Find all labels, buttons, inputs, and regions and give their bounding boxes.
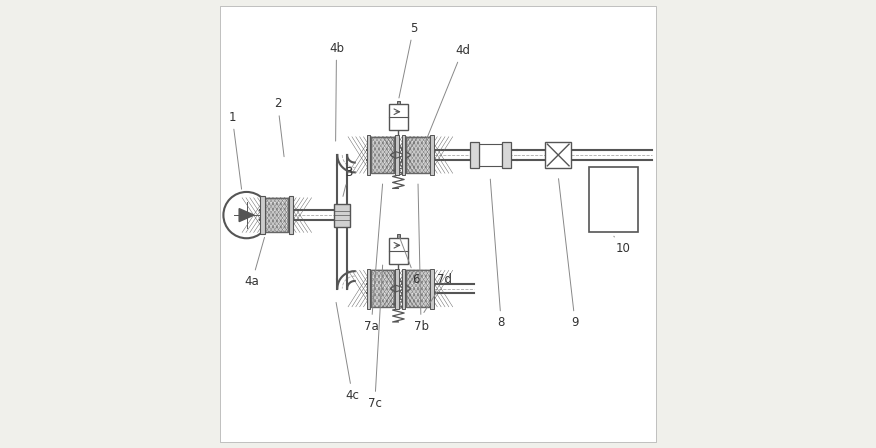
Bar: [470, 142, 478, 168]
Bar: [406, 270, 429, 307]
Text: 7a: 7a: [364, 184, 383, 333]
Bar: [545, 142, 571, 168]
Text: 1: 1: [229, 111, 242, 189]
Text: 6: 6: [399, 237, 420, 286]
Bar: [335, 203, 350, 227]
Text: 4c: 4c: [336, 302, 359, 402]
Bar: [397, 101, 399, 104]
Bar: [367, 135, 371, 175]
Text: 10: 10: [614, 236, 630, 255]
Text: 7b: 7b: [413, 184, 428, 333]
Text: 4a: 4a: [244, 237, 265, 289]
Text: 4d: 4d: [426, 44, 470, 141]
Bar: [389, 104, 407, 130]
Bar: [289, 196, 293, 234]
Text: 8: 8: [491, 179, 505, 329]
Bar: [265, 198, 288, 233]
Bar: [371, 137, 394, 173]
Bar: [590, 167, 639, 232]
Bar: [260, 196, 265, 234]
Text: 4b: 4b: [329, 42, 344, 141]
Text: 3: 3: [343, 166, 353, 196]
Bar: [478, 144, 502, 166]
Bar: [502, 142, 511, 168]
Text: 5: 5: [399, 22, 417, 98]
Bar: [430, 268, 434, 309]
Bar: [367, 268, 371, 309]
Bar: [397, 234, 399, 238]
Text: 9: 9: [559, 179, 579, 329]
Bar: [402, 268, 406, 309]
Text: 7c: 7c: [368, 265, 383, 410]
Bar: [395, 268, 399, 309]
Text: 2: 2: [274, 97, 284, 157]
Bar: [395, 135, 399, 175]
Bar: [389, 238, 407, 263]
Polygon shape: [239, 209, 254, 222]
Bar: [430, 135, 434, 175]
Text: 7d: 7d: [424, 273, 452, 312]
Bar: [406, 137, 429, 173]
Bar: [371, 270, 394, 307]
Bar: [402, 135, 406, 175]
